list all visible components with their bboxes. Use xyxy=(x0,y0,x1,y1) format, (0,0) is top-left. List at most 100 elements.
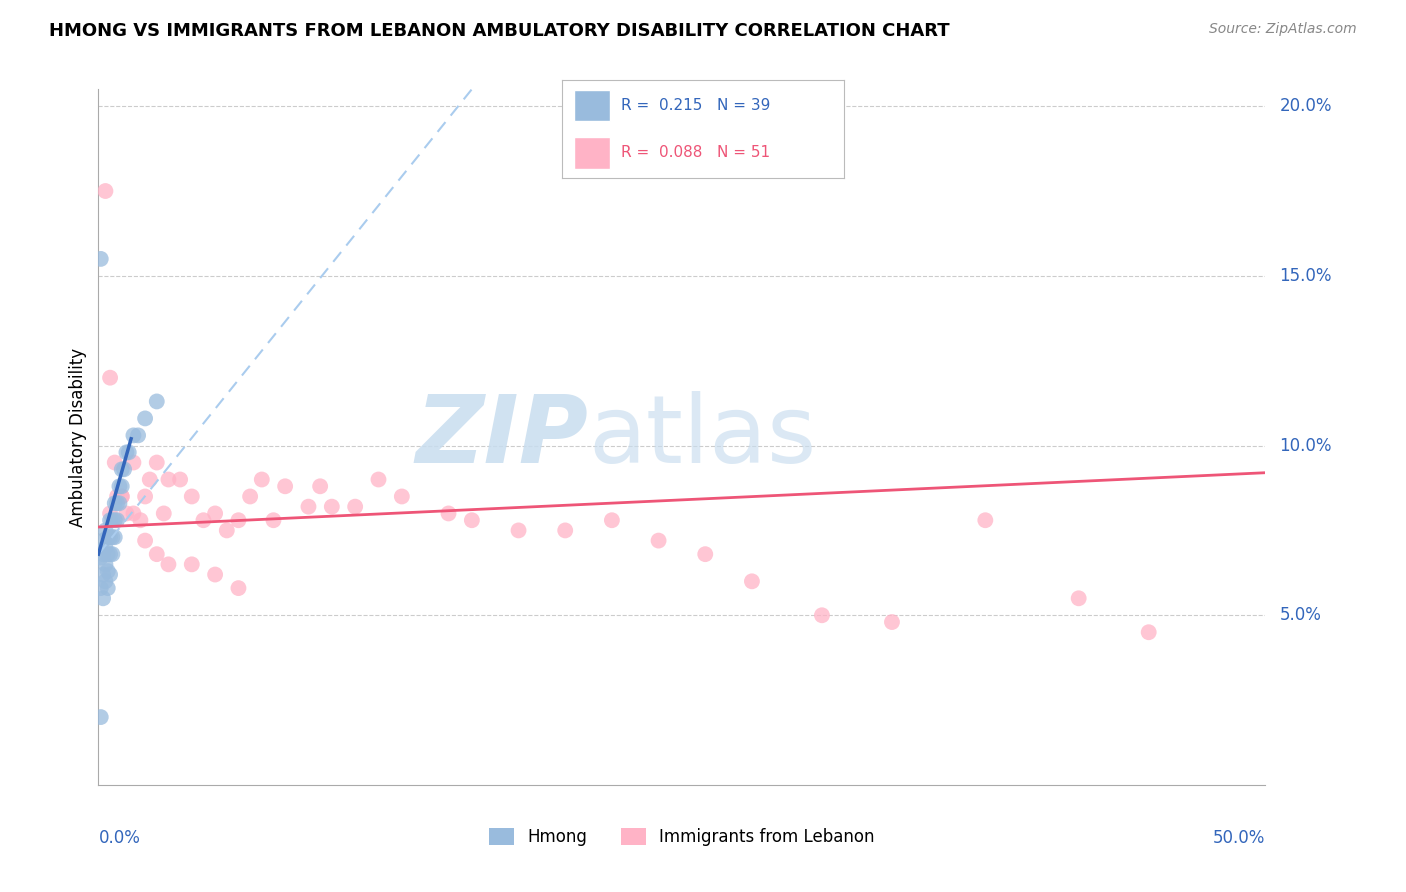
Point xyxy=(104,513,127,527)
Point xyxy=(157,473,180,487)
Bar xyxy=(574,90,610,121)
Y-axis label: Ambulatory Disability: Ambulatory Disability xyxy=(69,348,87,526)
Point xyxy=(134,490,156,504)
Point xyxy=(94,524,117,538)
Point xyxy=(1137,625,1160,640)
Text: 5.0%: 5.0% xyxy=(1279,607,1322,624)
Point xyxy=(108,479,131,493)
Point xyxy=(437,507,460,521)
Point xyxy=(115,507,138,521)
Text: 50.0%: 50.0% xyxy=(1213,829,1265,847)
Point xyxy=(647,533,669,548)
Point xyxy=(974,513,997,527)
Point xyxy=(104,456,127,470)
Point xyxy=(105,490,128,504)
Text: 0.0%: 0.0% xyxy=(98,829,141,847)
Point xyxy=(134,411,156,425)
Point xyxy=(94,574,117,589)
Point xyxy=(118,445,141,459)
Point xyxy=(508,524,530,538)
Point xyxy=(880,615,903,629)
Point xyxy=(146,394,169,409)
Text: R =  0.215   N = 39: R = 0.215 N = 39 xyxy=(621,98,770,113)
Point xyxy=(98,547,121,561)
Point xyxy=(101,513,124,527)
Point xyxy=(321,500,343,514)
Point xyxy=(108,496,131,510)
Point xyxy=(367,473,389,487)
Point xyxy=(104,530,127,544)
Text: Source: ZipAtlas.com: Source: ZipAtlas.com xyxy=(1209,22,1357,37)
Point xyxy=(344,500,367,514)
Point xyxy=(94,541,117,555)
Point xyxy=(811,608,834,623)
Point xyxy=(554,524,576,538)
Point xyxy=(204,507,226,521)
Point xyxy=(90,710,112,724)
Point xyxy=(90,550,112,565)
Point xyxy=(600,513,623,527)
Point xyxy=(94,558,117,572)
Text: R =  0.088   N = 51: R = 0.088 N = 51 xyxy=(621,145,770,161)
Point xyxy=(97,564,120,578)
Point xyxy=(180,490,202,504)
Point xyxy=(91,567,114,582)
Point xyxy=(122,507,145,521)
Point xyxy=(461,513,484,527)
Point xyxy=(94,184,117,198)
Point xyxy=(91,533,114,548)
Point xyxy=(91,591,114,606)
Text: ZIP: ZIP xyxy=(416,391,589,483)
Point xyxy=(97,530,120,544)
Point xyxy=(98,513,121,527)
Legend: Hmong, Immigrants from Lebanon: Hmong, Immigrants from Lebanon xyxy=(482,822,882,853)
Point xyxy=(134,533,156,548)
Point xyxy=(228,581,250,595)
Point xyxy=(98,567,121,582)
Point xyxy=(115,445,138,459)
Point xyxy=(111,462,134,476)
Text: atlas: atlas xyxy=(589,391,817,483)
Point xyxy=(105,513,128,527)
Text: 15.0%: 15.0% xyxy=(1279,267,1331,285)
Point xyxy=(180,558,202,572)
Point xyxy=(97,547,120,561)
Point xyxy=(741,574,763,589)
Point xyxy=(228,513,250,527)
Bar xyxy=(574,137,610,169)
Point xyxy=(111,490,134,504)
Point xyxy=(129,513,152,527)
Point xyxy=(391,490,413,504)
Point xyxy=(157,558,180,572)
Point xyxy=(98,530,121,544)
Point xyxy=(146,547,169,561)
Point xyxy=(193,513,215,527)
Point xyxy=(111,479,134,493)
Text: 20.0%: 20.0% xyxy=(1279,97,1331,115)
Point xyxy=(97,581,120,595)
Point xyxy=(90,252,112,266)
Point xyxy=(169,473,191,487)
Point xyxy=(122,456,145,470)
Point xyxy=(127,428,149,442)
Point xyxy=(146,456,169,470)
Point xyxy=(98,370,121,384)
Point xyxy=(122,428,145,442)
Point xyxy=(101,530,124,544)
Point xyxy=(105,496,128,510)
Point xyxy=(91,547,114,561)
Point xyxy=(204,567,226,582)
Point xyxy=(98,507,121,521)
Point xyxy=(139,473,162,487)
Point xyxy=(1067,591,1090,606)
Point xyxy=(104,496,127,510)
Point xyxy=(111,490,134,504)
Point xyxy=(215,524,238,538)
Point xyxy=(239,490,262,504)
Point xyxy=(152,507,174,521)
Point xyxy=(695,547,717,561)
Point xyxy=(112,462,135,476)
Point xyxy=(101,547,124,561)
Text: 10.0%: 10.0% xyxy=(1279,436,1331,455)
Point xyxy=(262,513,284,527)
